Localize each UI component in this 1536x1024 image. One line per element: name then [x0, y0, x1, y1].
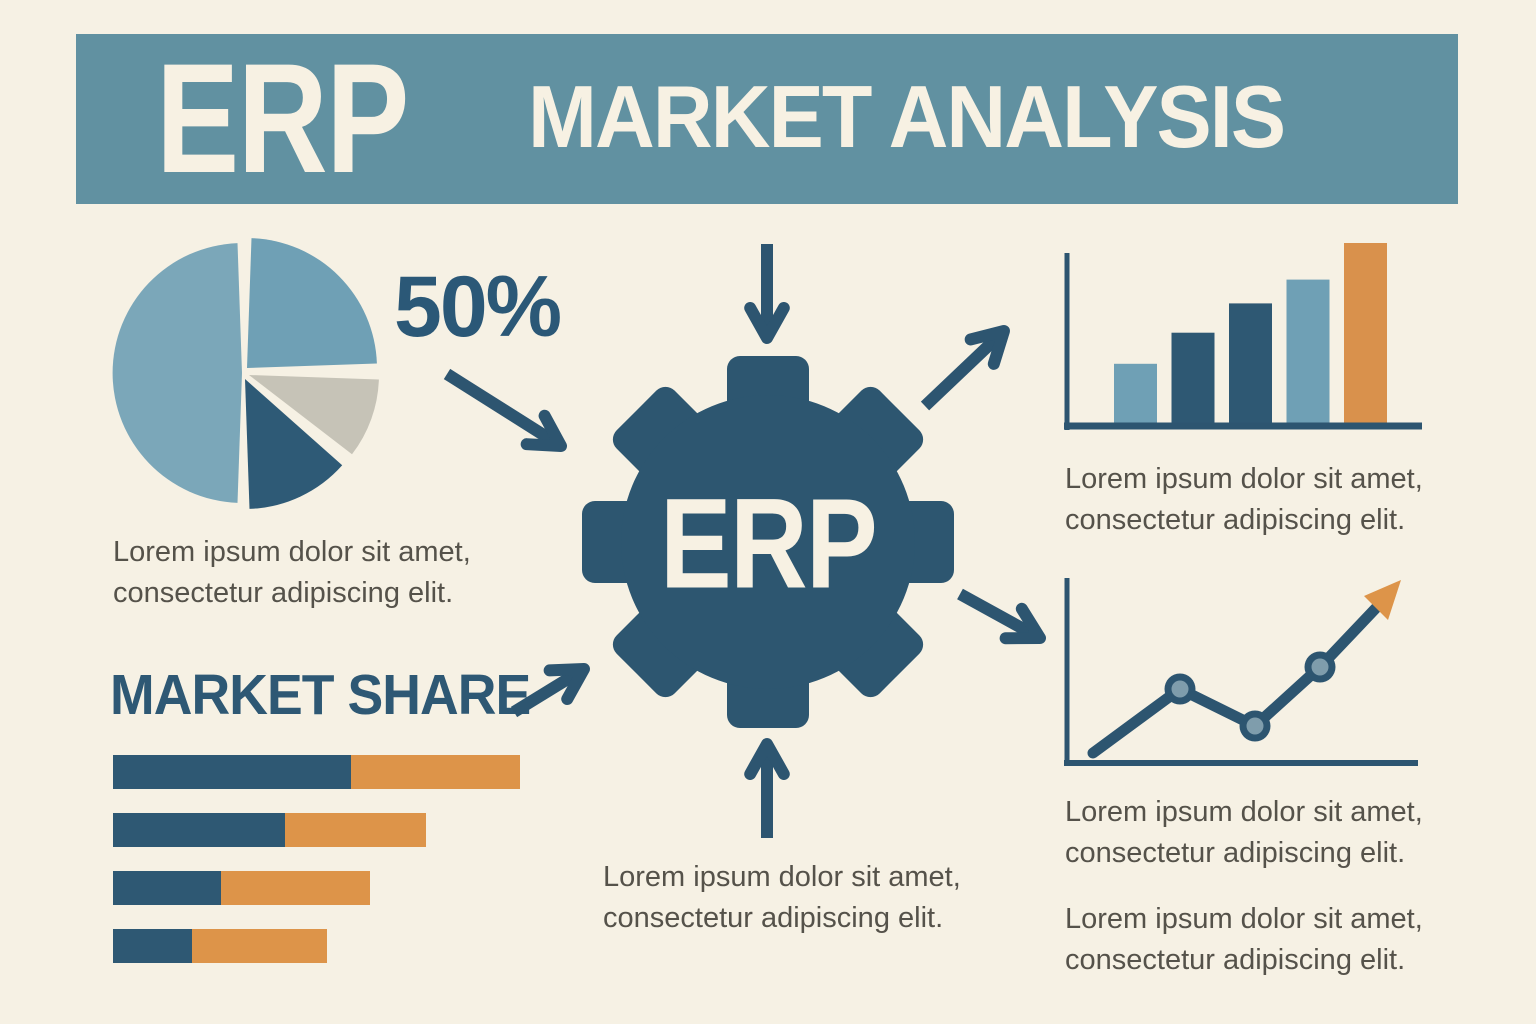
caption-line: Lorem ipsum dolor sit amet, — [1065, 903, 1423, 935]
erp-gear-icon: ERP — [582, 356, 954, 728]
growth-bar-5 — [1344, 243, 1387, 426]
caption-line: Lorem ipsum dolor sit amet, — [603, 861, 961, 893]
market-share-stacked-bars — [113, 755, 533, 987]
caption-line: consectetur adipiscing elit. — [113, 577, 454, 609]
trend-marker-inner — [1171, 680, 1189, 698]
pie-caption: Lorem ipsum dolor sit amet, consectetur … — [113, 532, 471, 614]
caption-line: Lorem ipsum dolor sit amet, — [1065, 796, 1423, 828]
arrow-gear-to-linechart-icon — [957, 588, 1046, 645]
segment-blue — [113, 929, 192, 963]
pie-slice-main-segment — [112, 243, 242, 503]
growth-bar-2 — [1171, 332, 1215, 426]
caption-line: consectetur adipiscing elit. — [1065, 837, 1406, 869]
brand-logo-text: ERP — [156, 32, 409, 206]
arrow-stat-to-gear-icon — [443, 368, 567, 452]
segment-blue — [113, 755, 351, 789]
header-banner: ERP MARKET ANALYSIS — [76, 34, 1458, 204]
market-share-row-2 — [113, 813, 533, 847]
caption-line: consectetur adipiscing elit. — [1065, 944, 1406, 976]
pie-slice-dark-segment — [245, 379, 343, 509]
growth-bar-4 — [1286, 279, 1330, 426]
segment-orange — [192, 929, 327, 963]
linechart-caption-1: Lorem ipsum dolor sit amet, consectetur … — [1065, 792, 1423, 874]
market-pie-chart — [112, 238, 379, 509]
segment-blue — [113, 871, 221, 905]
growth-bar-1 — [1114, 363, 1157, 426]
trend-line-chart — [1064, 578, 1418, 766]
pie-slice-quarter-segment — [247, 238, 377, 368]
trend-arrowhead-icon — [1364, 580, 1401, 620]
segment-orange — [221, 871, 370, 905]
linechart-caption-2: Lorem ipsum dolor sit amet, consectetur … — [1065, 899, 1423, 981]
caption-line: consectetur adipiscing elit. — [1065, 504, 1406, 536]
barchart-caption: Lorem ipsum dolor sit amet, consectetur … — [1065, 459, 1423, 541]
segment-orange — [285, 813, 426, 847]
pie-slice-gray-segment — [249, 375, 379, 455]
segment-orange — [351, 755, 520, 789]
gear-body — [621, 395, 915, 689]
page-title: MARKET ANALYSIS — [528, 66, 1286, 166]
center-caption: Lorem ipsum dolor sit amet, consectetur … — [603, 857, 961, 939]
growth-bar-3 — [1229, 303, 1272, 426]
caption-line: Lorem ipsum dolor sit amet, — [113, 536, 471, 568]
segment-blue — [113, 813, 285, 847]
market-share-heading: MARKET SHARE — [110, 663, 531, 727]
gear-label: ERP — [660, 473, 876, 616]
trend-marker-inner — [1246, 717, 1264, 735]
market-share-row-1 — [113, 755, 533, 789]
stat-50-percent: 50% — [394, 259, 562, 355]
trend-line — [1087, 602, 1382, 759]
caption-line: consectetur adipiscing elit. — [603, 902, 944, 934]
trend-marker-inner — [1311, 658, 1329, 676]
caption-line: Lorem ipsum dolor sit amet, — [1065, 463, 1423, 495]
market-share-row-4 — [113, 929, 533, 963]
market-share-row-3 — [113, 871, 533, 905]
growth-bar-chart — [1064, 243, 1422, 430]
